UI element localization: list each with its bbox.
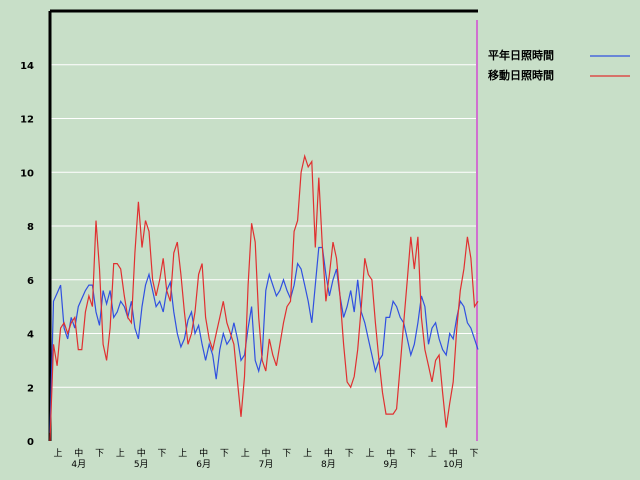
y-tick-label: 10 [20,168,34,179]
series-lines [49,153,479,442]
x-sub-tick-label: 上 [303,448,312,459]
legend-label-series-1: 平年日照時間 [488,48,554,62]
x-sub-tick-label: 上 [428,448,437,459]
x-sub-tick-label: 上 [241,448,250,459]
x-sub-tick-label: 中 [261,447,270,459]
x-sub-tick-label: 下 [282,449,291,459]
x-sub-tick-label: 下 [157,449,166,459]
x-sub-tick-label: 中 [386,447,395,459]
y-tick-label: 6 [27,276,34,287]
series-line-1 [49,246,479,433]
x-month-label: 10月 [443,459,463,470]
x-month-label: 5月 [134,459,149,470]
x-month-label: 4月 [71,459,86,470]
x-sub-tick-label: 下 [220,449,229,459]
y-tick-label: 4 [27,330,34,341]
x-tick-labels: 上中下4月上中下5月上中下6月上中下7月上中下8月上中下9月上中下10月 [53,447,478,470]
x-sub-tick-label: 下 [469,449,478,459]
x-sub-tick-label: 中 [324,447,333,459]
x-month-label: 6月 [196,459,211,470]
gridlines [50,64,478,388]
y-tick-label: 14 [20,61,34,72]
x-sub-tick-label: 下 [95,449,104,459]
x-sub-tick-label: 上 [178,448,187,459]
x-month-label: 8月 [321,459,336,470]
x-month-label: 9月 [383,459,398,470]
x-sub-tick-label: 中 [199,447,208,459]
x-sub-tick-label: 中 [449,447,458,459]
y-tick-label: 2 [27,383,34,394]
legend: 平年日照時間 移動日照時間 [488,48,630,82]
legend-label-series-2: 移動日照時間 [488,68,554,82]
x-month-label: 7月 [259,459,274,470]
y-tick-label: 8 [27,222,34,233]
x-sub-tick-label: 上 [365,448,374,459]
x-sub-tick-label: 上 [116,448,125,459]
x-sub-tick-label: 中 [137,447,146,459]
series-line-2 [49,153,479,442]
y-tick-label: 12 [20,115,34,126]
y-tick-labels: 0 2 4 6 8 10 12 14 [20,61,34,448]
x-sub-tick-label: 上 [53,448,62,459]
y-tick-label: 0 [27,437,34,448]
x-sub-tick-label: 中 [74,447,83,459]
x-sub-tick-label: 下 [345,449,354,459]
x-sub-tick-label: 下 [407,449,416,459]
